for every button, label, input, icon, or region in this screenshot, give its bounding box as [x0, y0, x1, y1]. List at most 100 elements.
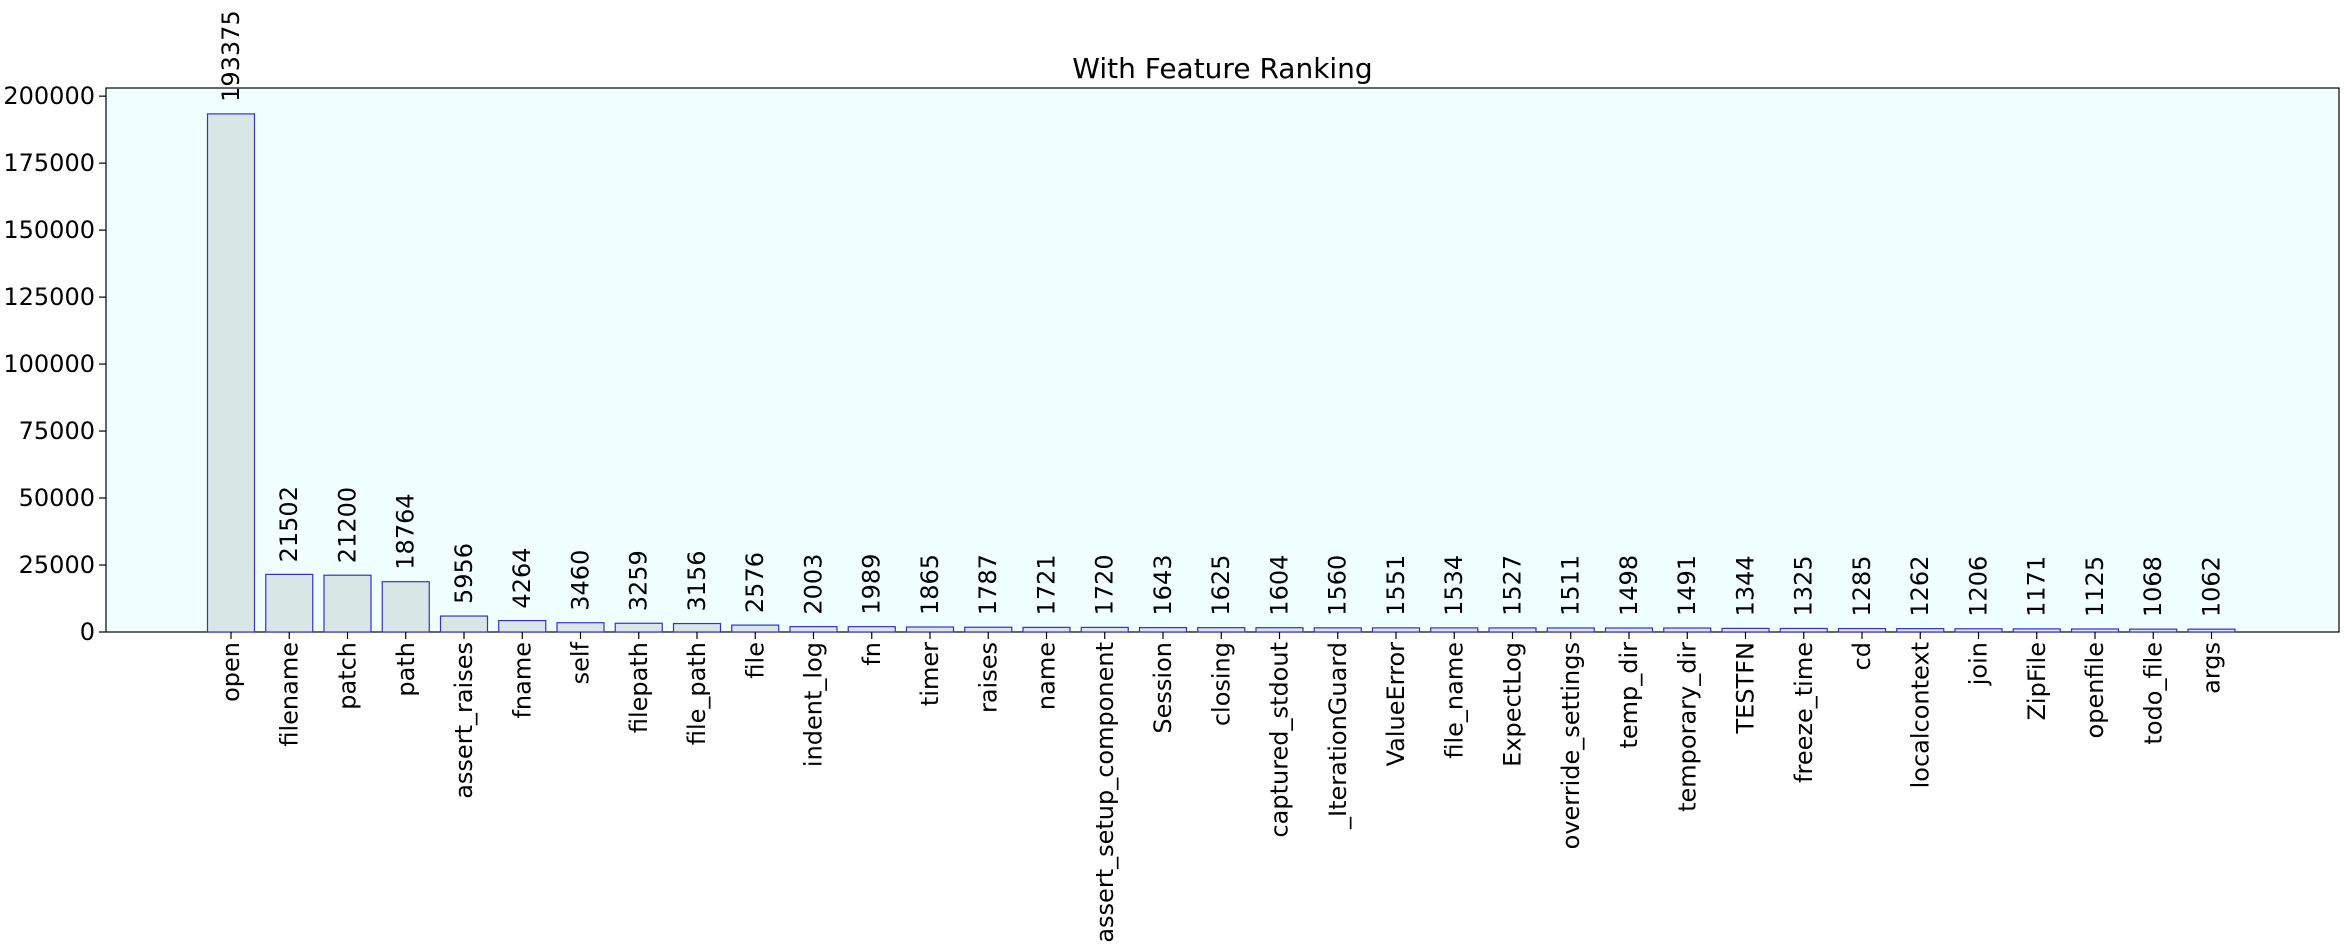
x-tick-label: temporary_dir [1673, 642, 1701, 812]
value-label: 3156 [683, 550, 711, 611]
bar-fname [498, 619, 547, 633]
bar-path [381, 581, 430, 633]
y-tick-label: 50000 [19, 484, 95, 512]
x-tick-label: path [392, 642, 420, 697]
y-tick-label: 75000 [19, 417, 95, 445]
x-tick-label: override_settings [1557, 642, 1585, 849]
x-tick-label: Session [1149, 642, 1177, 734]
value-label: 193375 [217, 10, 245, 102]
bar-TESTFN [1721, 627, 1770, 633]
value-label: 1989 [858, 554, 886, 615]
x-tick-label: localcontext [1906, 642, 1934, 788]
bar-self [556, 622, 605, 633]
value-label: 5956 [450, 543, 478, 604]
value-label: 2003 [800, 554, 828, 615]
bar-closing [1197, 627, 1246, 633]
value-label: 1491 [1673, 555, 1701, 616]
bar-assert_raises [439, 615, 489, 633]
value-label: 18764 [392, 493, 420, 569]
value-label: 1721 [1033, 554, 1061, 615]
x-tick-label: args [2198, 642, 2226, 694]
value-label: 3460 [567, 550, 595, 611]
x-tick-label: file [741, 642, 769, 679]
value-label: 2576 [741, 552, 769, 613]
y-tick-label: 175000 [3, 149, 95, 177]
bar-file_path [672, 622, 722, 633]
y-tick-label: 100000 [3, 350, 95, 378]
value-label: 1125 [2081, 556, 2109, 617]
value-label: 1787 [974, 554, 1002, 615]
value-label: 1534 [1440, 555, 1468, 616]
bar-fn [847, 626, 896, 633]
x-axis: open filename patch path assert_raises fname s… [217, 632, 2226, 943]
bars-group [206, 113, 2236, 633]
value-label: 1511 [1557, 555, 1585, 616]
bar-filepath [614, 622, 663, 633]
bar-temporary_dir [1663, 627, 1712, 633]
value-label: 3259 [625, 550, 653, 611]
value-label: 1068 [2139, 556, 2167, 617]
value-label: 21502 [275, 486, 303, 562]
y-tick-label: 150000 [3, 216, 95, 244]
bar-captured_stdout [1255, 627, 1304, 633]
bar-join [1954, 628, 2003, 633]
value-label: 1206 [1965, 556, 1993, 617]
bar-file_name [1430, 627, 1479, 633]
x-tick-label: freeze_time [1790, 642, 1818, 783]
value-label: 1062 [2198, 556, 2226, 617]
x-tick-label: ValueError [1382, 642, 1410, 767]
value-label: 1262 [1906, 556, 1934, 617]
bar-args [2187, 628, 2236, 633]
x-tick-label: raises [974, 642, 1002, 713]
x-tick-label: open [217, 642, 245, 702]
chart-title: With Feature Ranking [1072, 52, 1372, 85]
bar-ValueError [1371, 627, 1421, 633]
value-label: 1285 [1848, 555, 1876, 616]
bar-patch [323, 574, 372, 633]
value-label: 1551 [1382, 555, 1410, 616]
bar-todo_file [2129, 628, 2178, 633]
bar-freeze_time [1779, 627, 1828, 633]
bar-ExpectLog [1488, 627, 1537, 633]
x-tick-label: file_path [683, 642, 711, 745]
bar-openfile [2070, 628, 2120, 633]
x-tick-label: self [567, 641, 595, 684]
value-labels-group: 193375 21502 21200 18764 5956 4264 3460 3259 315… [217, 10, 2226, 617]
x-tick-label: assert_setup_component [1091, 642, 1119, 943]
value-label: 1625 [1207, 555, 1235, 616]
value-label: 1643 [1149, 555, 1177, 616]
bar-file [731, 624, 780, 633]
x-tick-label: indent_log [800, 642, 828, 767]
value-label: 1527 [1499, 555, 1527, 616]
value-label: 1720 [1091, 554, 1119, 615]
x-tick-label: fn [858, 642, 886, 666]
y-tick-label: 0 [80, 618, 95, 646]
x-tick-label: fname [508, 642, 536, 719]
x-tick-label: filename [275, 642, 303, 747]
x-tick-label: TESTFN [1732, 642, 1760, 734]
bar-raises [964, 626, 1013, 633]
value-label: 1498 [1615, 555, 1643, 616]
x-tick-label: name [1033, 642, 1061, 710]
x-tick-label: filepath [625, 642, 653, 733]
x-tick-label: patch [334, 642, 362, 710]
x-tick-label: timer [916, 642, 944, 706]
x-tick-label: cd [1848, 642, 1876, 670]
value-label: 1344 [1732, 555, 1760, 616]
x-tick-label: captured_stdout [1266, 642, 1294, 838]
x-tick-label: file_name [1440, 642, 1468, 759]
value-label: 1171 [2023, 556, 2051, 617]
x-tick-label: temp_dir [1615, 642, 1643, 749]
bar-open [206, 113, 256, 633]
x-tick-label: todo_file [2139, 642, 2167, 745]
x-tick-label: closing [1207, 642, 1235, 726]
bar-_IterationGuard [1313, 627, 1362, 633]
x-tick-label: assert_raises [450, 642, 478, 799]
value-label: 1604 [1266, 555, 1294, 616]
x-tick-label: ZipFile [2023, 642, 2051, 721]
x-tick-label: _IterationGuard [1324, 642, 1352, 830]
plot-area [105, 87, 2340, 633]
bar-cd [1837, 627, 1887, 633]
